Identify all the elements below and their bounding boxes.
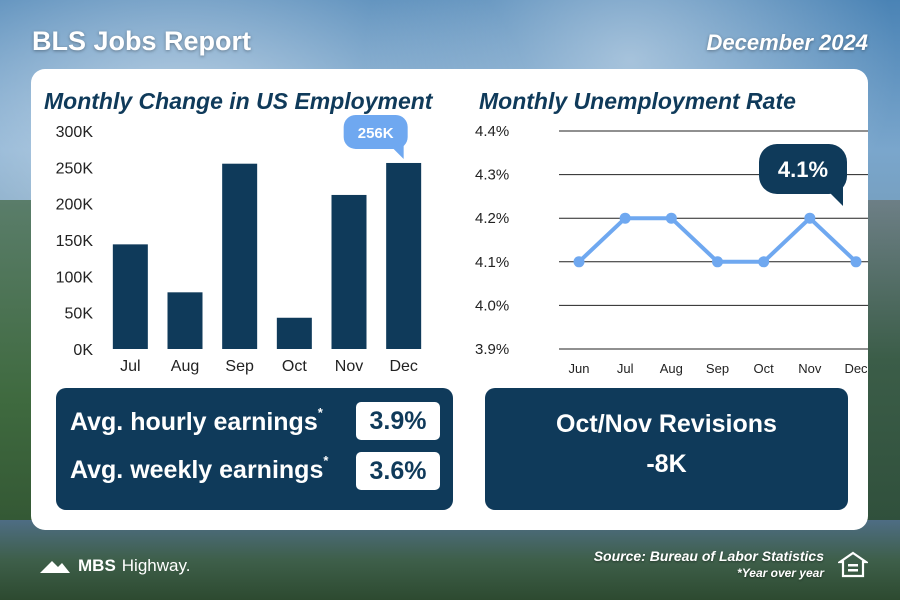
x-tick-label: Jul bbox=[617, 361, 634, 376]
x-tick-label: Jul bbox=[120, 358, 140, 375]
y-tick-label: 4.0% bbox=[475, 297, 509, 314]
y-tick-label: 4.3% bbox=[475, 167, 509, 184]
brand-name-bold: MBS bbox=[78, 556, 116, 575]
point-oct bbox=[758, 256, 770, 268]
x-tick-label: Dec bbox=[844, 361, 868, 376]
weekly-earnings-label: Avg. weekly earnings bbox=[70, 456, 324, 484]
bar-chart-title: Monthly Change in US Employment bbox=[44, 88, 433, 114]
y-tick-label: 4.4% bbox=[475, 123, 509, 140]
x-tick-label: Aug bbox=[660, 361, 683, 376]
bar-oct bbox=[276, 317, 312, 349]
line-callout-pointer bbox=[827, 180, 843, 206]
hourly-earnings-value: 3.9% bbox=[356, 402, 440, 440]
line-callout-bubble bbox=[759, 144, 847, 194]
revisions-panel: Oct/Nov Revisions -8K bbox=[485, 388, 848, 510]
y-tick-label: 50K bbox=[65, 306, 94, 323]
background-bottom-lake bbox=[0, 520, 900, 600]
x-tick-label: Nov bbox=[798, 361, 822, 376]
x-tick-label: Jun bbox=[569, 361, 590, 376]
y-tick-label: 200K bbox=[56, 197, 94, 214]
report-date: December 2024 bbox=[706, 30, 868, 55]
x-tick-label: Sep bbox=[706, 361, 729, 376]
point-aug bbox=[665, 212, 677, 224]
revisions-label: Oct/Nov Revisions bbox=[556, 410, 777, 438]
equal-housing-icon bbox=[838, 551, 868, 578]
y-tick-label: 250K bbox=[56, 160, 94, 177]
y-tick-label: 150K bbox=[56, 233, 94, 250]
mbs-highway-logo: MBS Highway. bbox=[38, 556, 190, 576]
hourly-asterisk: * bbox=[317, 404, 323, 420]
bar-dec bbox=[386, 162, 422, 349]
point-jul bbox=[619, 212, 631, 224]
x-tick-label: Nov bbox=[335, 358, 363, 375]
y-tick-label: 300K bbox=[56, 124, 94, 141]
x-tick-label: Aug bbox=[171, 358, 199, 375]
unemployment-line-chart: 3.9% 4.0% 4.1% 4.2% 4.3% 4.4% Jun Jul Aug Sep Oct N… bbox=[475, 123, 868, 376]
x-tick-label: Dec bbox=[389, 358, 417, 375]
footnote-text: *Year over year bbox=[737, 566, 824, 580]
x-tick-label: Oct bbox=[754, 361, 775, 376]
bar-sep bbox=[222, 163, 258, 349]
y-tick-label: 4.1% bbox=[475, 254, 509, 271]
line-callout-label: 4.1% bbox=[778, 157, 828, 182]
x-tick-label: Oct bbox=[282, 358, 307, 375]
weekly-earnings-row: Avg. weekly earnings* bbox=[70, 452, 329, 485]
employment-bar-chart: 0K 50K 100K 150K 200K 250K 300K Jul Aug Sep Oct Nov… bbox=[56, 114, 422, 375]
brand-name-light: Highway. bbox=[121, 556, 191, 575]
hourly-earnings-label: Avg. hourly earnings bbox=[70, 408, 318, 436]
bar-aug bbox=[167, 292, 203, 349]
y-tick-label: 100K bbox=[56, 269, 94, 286]
content-card: Monthly Change in US Employment 0K 50K 100… bbox=[31, 69, 868, 530]
y-tick-label: 0K bbox=[73, 342, 93, 359]
revisions-value: -8K bbox=[646, 450, 687, 478]
point-jun bbox=[573, 256, 585, 268]
mbs-highway-logo-icon bbox=[40, 561, 70, 573]
y-tick-label: 4.2% bbox=[475, 210, 509, 227]
bar-nov bbox=[331, 194, 367, 349]
point-sep bbox=[712, 256, 723, 268]
bar-callout-bubble bbox=[343, 114, 408, 149]
point-dec bbox=[850, 256, 862, 268]
bar-callout-label: 256K bbox=[358, 125, 394, 142]
point-nov bbox=[804, 212, 816, 224]
weekly-earnings-value: 3.6% bbox=[356, 452, 440, 490]
bar-jul bbox=[112, 244, 148, 349]
weekly-asterisk: * bbox=[323, 452, 329, 468]
hourly-earnings-row: Avg. hourly earnings* bbox=[70, 404, 323, 437]
earnings-panel: Avg. hourly earnings* 3.9% Avg. weekly e… bbox=[56, 388, 453, 510]
y-tick-label: 3.9% bbox=[475, 341, 509, 358]
line-chart-title: Monthly Unemployment Rate bbox=[479, 88, 796, 114]
source-text: Source: Bureau of Labor Statistics bbox=[593, 548, 824, 564]
bar-callout-pointer bbox=[391, 140, 404, 159]
x-tick-label: Sep bbox=[225, 358, 254, 375]
report-title: BLS Jobs Report bbox=[32, 26, 252, 56]
unemployment-series-line bbox=[577, 216, 858, 264]
